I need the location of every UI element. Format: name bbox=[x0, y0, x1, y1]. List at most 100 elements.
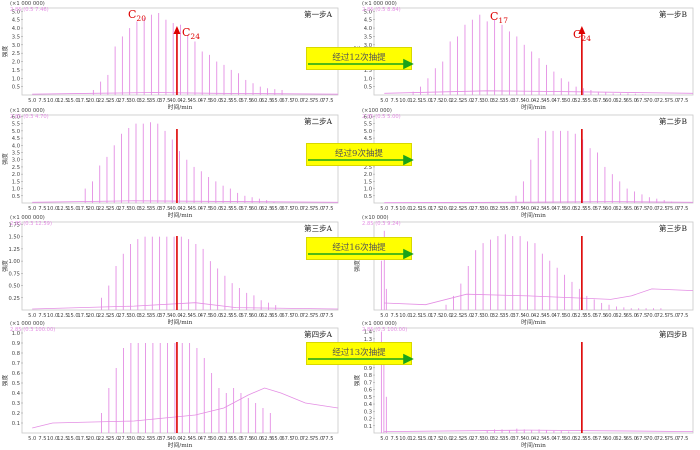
x-tick-label: 15.0 bbox=[67, 98, 78, 104]
x-tick-label: 5.0 bbox=[380, 98, 388, 104]
x-tick-label: 50.0 bbox=[210, 98, 221, 104]
x-tick-label: 45.0 bbox=[543, 98, 554, 104]
x-tick-label: 27.5 bbox=[118, 436, 129, 442]
baseline-trace bbox=[32, 302, 339, 310]
x-tick-label: 67.5 bbox=[636, 98, 647, 104]
extraction-text-1: 经过12次抽提 bbox=[332, 53, 386, 63]
y-axis-title: 强度 bbox=[1, 260, 9, 272]
x-tick-label: 37.5 bbox=[159, 206, 170, 212]
x-tick-label: 5.0 bbox=[28, 206, 36, 212]
x-tick-label: 42.5 bbox=[533, 98, 544, 104]
x-tick-label: 72.5 bbox=[656, 313, 667, 319]
info-label: 2.85 (0.3 9.24) bbox=[362, 221, 401, 227]
x-tick-label: 75.0 bbox=[312, 436, 323, 442]
y-tick-label: 0.5 bbox=[364, 85, 372, 91]
panel-title: 第二步A bbox=[304, 116, 332, 126]
x-tick-label: 22.5 bbox=[451, 436, 462, 442]
x-tick-label: 17.5 bbox=[77, 206, 88, 212]
x-tick-label: 60.0 bbox=[605, 98, 616, 104]
x-tick-label: 12.5 bbox=[57, 206, 68, 212]
chart-panel-A3: 0.25 0.50 0.75 1.00 1.25 1.50 1.75 5.0 7.5 10.012… bbox=[1, 215, 339, 326]
x-tick-label: 62.5 bbox=[615, 206, 626, 212]
x-tick-label: 47.5 bbox=[554, 436, 565, 442]
x-tick-label: 35.0 bbox=[502, 313, 513, 319]
x-tick-label: 50.0 bbox=[210, 206, 221, 212]
x-tick-label: 37.5 bbox=[512, 313, 523, 319]
x-tick-label: 22.5 bbox=[451, 98, 462, 104]
y-tick-label: 0.5 bbox=[12, 85, 20, 91]
x-tick-label: 75.0 bbox=[667, 313, 678, 319]
x-tick-label: 47.5 bbox=[554, 313, 565, 319]
x-tick-label: 65.0 bbox=[626, 313, 637, 319]
peak-series bbox=[380, 230, 662, 310]
y-axis-title: 强度 bbox=[353, 375, 361, 387]
x-tick-label: 10.0 bbox=[399, 206, 410, 212]
peak-series bbox=[101, 343, 271, 433]
x-tick-label: 65.0 bbox=[626, 206, 637, 212]
x-tick-label: 5.0 bbox=[380, 313, 388, 319]
x-tick-label: 12.5 bbox=[409, 206, 420, 212]
y-tick-label: 2.0 bbox=[364, 172, 372, 178]
x-tick-label: 75.0 bbox=[312, 98, 323, 104]
chart-panel-A4: 0.1 0.2 0.3 0.4 0.5 0.6 0.7 0.8 0.9 1.0 5.0 7.5 10.0… bbox=[1, 321, 339, 449]
x-tick-label: 60.0 bbox=[605, 436, 616, 442]
x-tick-label: 75.0 bbox=[312, 313, 323, 319]
y-tick-label: 3.5 bbox=[12, 34, 20, 40]
y-tick-label: 0.2 bbox=[12, 411, 20, 417]
x-tick-label: 67.5 bbox=[636, 313, 647, 319]
x-tick-label: 27.5 bbox=[118, 98, 129, 104]
baseline-trace bbox=[32, 200, 339, 203]
x-tick-label: 27.5 bbox=[471, 98, 482, 104]
peak-series bbox=[412, 14, 644, 95]
info-label: 2.85 (0.5 5.00) bbox=[362, 114, 401, 120]
y-tick-label: 1.0 bbox=[364, 187, 372, 193]
x-tick-label: 47.5 bbox=[554, 206, 565, 212]
x-tick-label: 75.0 bbox=[667, 206, 678, 212]
x-tick-label: 15.0 bbox=[420, 98, 431, 104]
x-tick-label: 25.0 bbox=[108, 206, 119, 212]
x-tick-label: 7.5 bbox=[38, 98, 46, 104]
chart-panel-A1: 0.51.01.52.02.53.03.54.04.55.05.0 7.5 10.0… bbox=[1, 1, 339, 111]
x-tick-label: 57.5 bbox=[595, 436, 606, 442]
y-tick-label: 4.5 bbox=[12, 136, 20, 142]
x-tick-label: 42.5 bbox=[179, 436, 190, 442]
x-tick-label: 77.5 bbox=[322, 206, 333, 212]
y-tick-label: 0.7 bbox=[12, 361, 20, 367]
x-tick-label: 65.0 bbox=[271, 206, 282, 212]
x-tick-label: 20.0 bbox=[88, 206, 99, 212]
peak-series bbox=[515, 130, 673, 203]
y-tick-label: 4.5 bbox=[12, 18, 20, 24]
x-tick-label: 30.0 bbox=[482, 436, 493, 442]
x-tick-label: 62.5 bbox=[615, 98, 626, 104]
x-tick-label: 17.5 bbox=[430, 98, 441, 104]
x-axis-title: 时间/min bbox=[521, 441, 546, 449]
x-tick-label: 40.0 bbox=[169, 206, 180, 212]
x-tick-label: 25.0 bbox=[461, 313, 472, 319]
x-tick-label: 75.0 bbox=[312, 206, 323, 212]
x-tick-label: 10.0 bbox=[47, 98, 58, 104]
x-tick-label: 35.0 bbox=[502, 98, 513, 104]
x-tick-label: 65.0 bbox=[271, 98, 282, 104]
y-tick-label: 5.0 bbox=[12, 9, 20, 15]
x-tick-label: 77.5 bbox=[322, 436, 333, 442]
x-tick-label: 22.5 bbox=[98, 313, 109, 319]
y-tick-label: 3.0 bbox=[364, 43, 372, 49]
x-axis-title: 时间/min bbox=[168, 318, 193, 326]
x-tick-label: 57.5 bbox=[241, 98, 252, 104]
y-axis-title: 强度 bbox=[353, 260, 361, 272]
x-tick-label: 20.0 bbox=[440, 436, 451, 442]
x-tick-label: 70.0 bbox=[646, 98, 657, 104]
y-tick-label: 1.5 bbox=[364, 179, 372, 185]
x-tick-label: 10.0 bbox=[47, 313, 58, 319]
x-tick-label: 60.0 bbox=[251, 206, 262, 212]
x-tick-label: 15.0 bbox=[67, 313, 78, 319]
carbon-label: C24 bbox=[182, 26, 200, 41]
x-tick-label: 47.5 bbox=[200, 313, 211, 319]
carbon-subscript: 24 bbox=[190, 32, 200, 41]
x-tick-label: 70.0 bbox=[646, 313, 657, 319]
extraction-label-1: 经过12次抽提 bbox=[306, 47, 412, 70]
x-tick-label: 32.5 bbox=[139, 98, 150, 104]
x-tick-label: 25.0 bbox=[461, 206, 472, 212]
x-tick-label: 17.5 bbox=[430, 313, 441, 319]
x-tick-label: 67.5 bbox=[636, 206, 647, 212]
